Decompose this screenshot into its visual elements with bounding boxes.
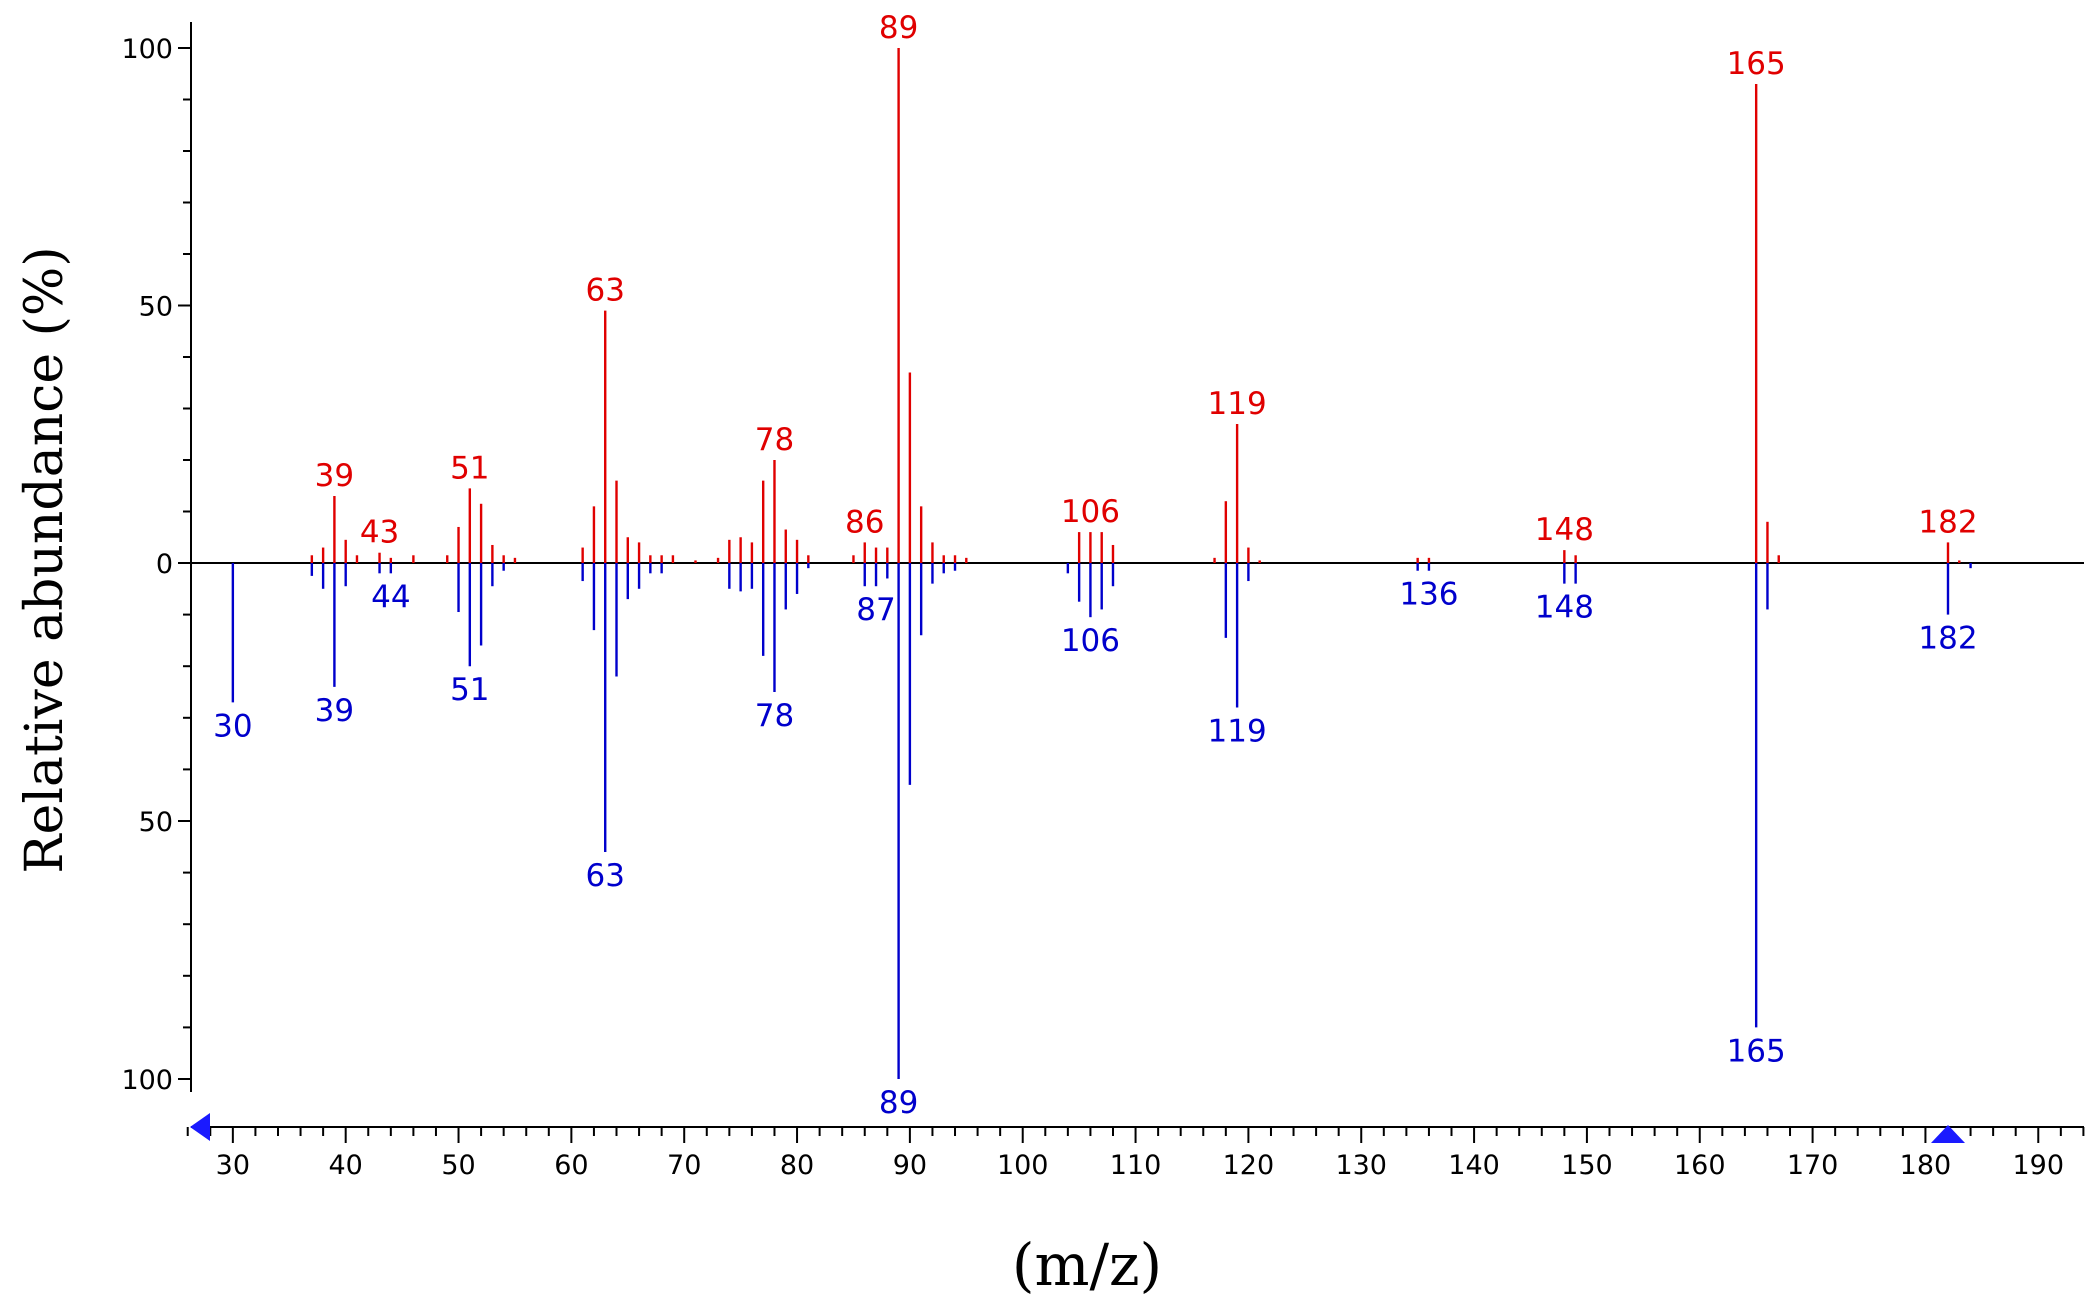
- top-peak-label: 43: [360, 515, 399, 551]
- bottom-peak-label: 51: [450, 672, 489, 708]
- x-tick-label: 80: [780, 1150, 814, 1181]
- x-tick-label: 190: [2012, 1150, 2064, 1181]
- x-tick-label: 140: [1448, 1150, 1500, 1181]
- range-end-marker: [1931, 1125, 1965, 1143]
- y-tick-label-top: 0: [156, 549, 173, 580]
- x-tick-label: 90: [893, 1150, 927, 1181]
- bottom-peak-label: 89: [879, 1085, 918, 1121]
- x-tick-label: 100: [997, 1150, 1049, 1181]
- x-tick-label: 110: [1110, 1150, 1162, 1181]
- top-peak-label: 89: [879, 10, 918, 46]
- top-peak-label: 148: [1535, 512, 1594, 548]
- bottom-peak-label: 148: [1535, 590, 1594, 626]
- top-peak-label: 106: [1061, 494, 1120, 530]
- top-peak-label: 86: [845, 504, 884, 540]
- y-tick-label-top: 100: [121, 34, 173, 65]
- y-tick-label-bottom: 50: [139, 807, 173, 838]
- x-tick-label: 120: [1223, 1150, 1275, 1181]
- top-peak-label: 119: [1208, 386, 1267, 422]
- bottom-peak-label: 78: [755, 698, 794, 734]
- x-tick-label: 170: [1787, 1150, 1839, 1181]
- top-peak-label: 165: [1727, 46, 1786, 82]
- bottom-peak-label: 44: [371, 579, 410, 615]
- y-tick-label-bottom: 100: [121, 1065, 173, 1096]
- top-peak-label: 182: [1918, 504, 1977, 540]
- x-tick-label: 70: [667, 1150, 701, 1181]
- x-tick-label: 40: [329, 1150, 363, 1181]
- top-peak-label: 51: [450, 450, 489, 486]
- x-tick-label: 130: [1335, 1150, 1387, 1181]
- bottom-peak-label: 63: [585, 858, 624, 894]
- x-axis-label: (m/z): [1012, 1231, 1162, 1299]
- x-tick-label: 30: [216, 1150, 250, 1181]
- bottom-peak-label: 165: [1727, 1033, 1786, 1069]
- peaks: [231, 48, 1972, 1079]
- bottom-peak-label: 119: [1208, 713, 1267, 749]
- x-tick-label: 60: [554, 1150, 588, 1181]
- x-tick-label: 180: [1900, 1150, 1952, 1181]
- top-peak-label: 39: [315, 458, 354, 494]
- x-tick-label: 160: [1674, 1150, 1726, 1181]
- y-axis-label: Relative abundance (%): [15, 246, 75, 873]
- top-peak-label: 78: [755, 422, 794, 458]
- y-tick-label-top: 50: [139, 292, 173, 323]
- top-peak-label: 63: [585, 273, 624, 309]
- bottom-peak-label: 39: [315, 693, 354, 729]
- bottom-peak-label: 106: [1061, 623, 1120, 659]
- bottom-peak-label: 182: [1918, 621, 1977, 657]
- bottom-peak-label: 136: [1399, 577, 1458, 613]
- axes: 0 50 100 50 100 30 40 50 60 70 80 90 100 110 120 130 140…: [121, 22, 2085, 1181]
- x-tick-label: 150: [1561, 1150, 1613, 1181]
- x-tick-label: 50: [441, 1150, 475, 1181]
- range-start-marker: [190, 1113, 210, 1141]
- bottom-peak-label: 87: [856, 592, 895, 628]
- bottom-peak-label: 30: [213, 708, 252, 744]
